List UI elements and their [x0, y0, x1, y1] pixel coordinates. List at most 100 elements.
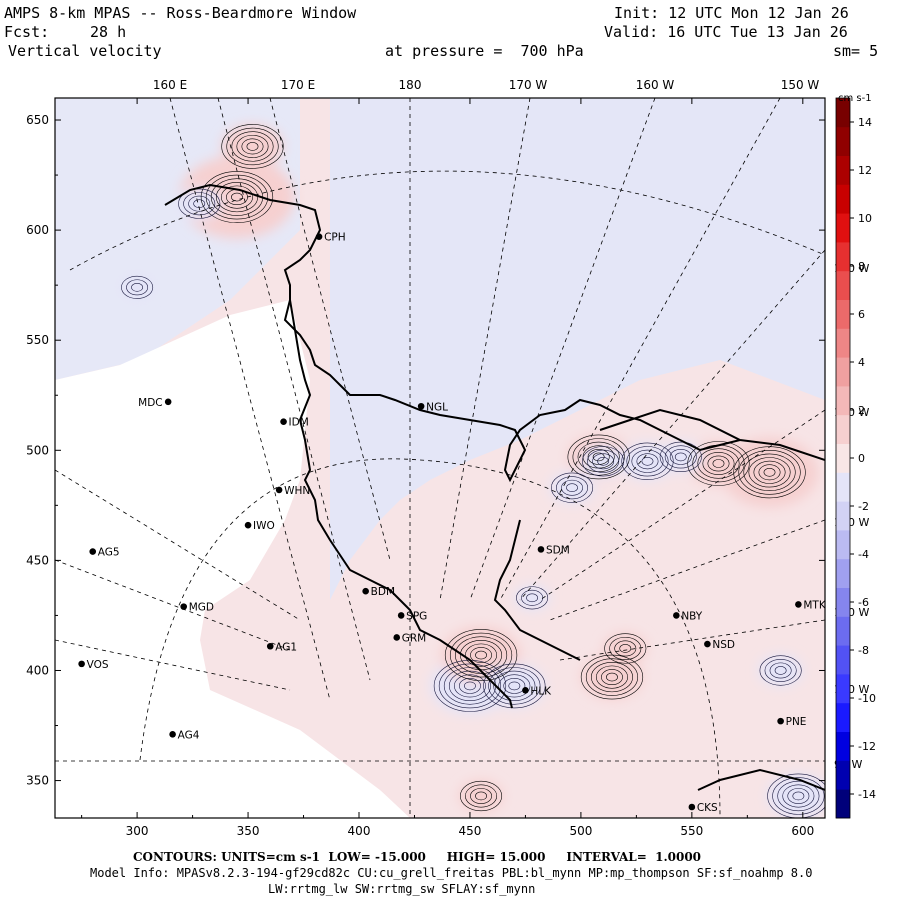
station-marker: [164, 398, 172, 406]
contour-ring: [567, 434, 630, 480]
y-tick-label: 350: [26, 774, 49, 788]
coastline-ross-ice-shelf: [164, 183, 741, 483]
colorbar-segment: [836, 443, 850, 473]
colorbar-tick-label: -12: [858, 740, 876, 753]
colorbar-tick-label: -2: [858, 500, 869, 513]
contour-ring: [707, 455, 730, 472]
contour-ring: [488, 667, 541, 705]
contour-ring: [604, 633, 647, 664]
colorbar-tick-label: 2: [858, 404, 865, 417]
station-label: BDM: [371, 586, 395, 598]
colorbar-segment: [836, 299, 850, 329]
contour-ring: [687, 441, 750, 486]
longitude-label: 160 E: [153, 78, 187, 92]
colorbar-tick-label: 14: [858, 116, 872, 129]
contour-ring: [753, 460, 786, 484]
contour-ring: [738, 450, 801, 495]
contour-ring: [697, 448, 740, 479]
contour-ring: [577, 441, 620, 472]
contour-ring: [641, 457, 654, 466]
longitude-label: 180: [399, 78, 422, 92]
colorbar-tick-label: 6: [858, 308, 865, 321]
contour-ring: [231, 192, 243, 202]
contour-ring: [592, 453, 615, 470]
feature-blob: [221, 124, 284, 169]
valid-time: Valid: 16 UTC Tue 13 Jan 26: [604, 23, 848, 41]
colorbar-segment: [836, 789, 850, 819]
station-label: AG4: [178, 729, 200, 741]
contour-ring: [246, 142, 259, 151]
contour-ring: [449, 632, 513, 678]
contour-ring: [121, 275, 154, 299]
contour-info: CONTOURS: UNITS=cm s-1 LOW= -15.000 HIGH…: [133, 850, 702, 864]
contour-ring: [614, 640, 637, 657]
colorbar-segment: [836, 702, 850, 732]
contour-ring: [572, 438, 625, 476]
contour-ring: [438, 663, 502, 709]
contour-ring: [782, 784, 815, 808]
contour-ring: [465, 784, 498, 808]
contour-ring: [236, 134, 269, 158]
contour-ring: [483, 663, 546, 709]
station-layer: MDC NGL CPH IDM WHN IWO AG5 MGD AG1 VOS AG4 BDM SPG G…: [78, 232, 826, 814]
contour-ring: [508, 681, 521, 691]
station-marker: [688, 803, 696, 811]
colorbar-tick-label: -6: [858, 596, 869, 609]
colorbar-segment: [836, 760, 850, 790]
contour-ring: [453, 674, 486, 698]
coastline-southeast: [697, 768, 825, 791]
colorbar-segment: [836, 674, 850, 704]
colorbar-unit: cm s-1: [838, 93, 872, 104]
station-marker: [777, 717, 784, 725]
contour-ring: [609, 636, 642, 660]
physics-info: LW:rrtmg_lw SW:rrtmg_sw SFLAY:sf_mynn: [268, 882, 536, 896]
colorbar-segment: [836, 558, 850, 588]
x-tick-label: 450: [459, 824, 482, 838]
station-marker: [78, 660, 85, 668]
contour-ring: [498, 674, 531, 698]
contour-ring: [587, 448, 610, 465]
coastline-transantarctic: [289, 299, 513, 709]
contour-ring: [619, 644, 632, 653]
colorbar-segment: [836, 501, 850, 531]
longitude-label: 170 E: [281, 78, 315, 92]
x-tick-label: 400: [348, 824, 371, 838]
contour-ring: [183, 192, 216, 216]
colorbar-segment: [836, 213, 850, 243]
station-label: CKS: [697, 802, 718, 814]
contour-ring: [444, 629, 518, 681]
colorbar-segment: [836, 530, 850, 560]
x-tick-label: 500: [569, 824, 592, 838]
station-marker: [89, 548, 97, 555]
station-marker: [704, 640, 711, 648]
contour-ring: [626, 446, 669, 477]
longitude-label: 150 W: [781, 78, 820, 92]
station-label: MTK: [803, 599, 826, 611]
colorbar-tick-label: -8: [858, 644, 869, 657]
contour-ring: [465, 643, 498, 667]
station-marker: [244, 521, 252, 529]
station-label: WHN: [284, 485, 310, 497]
contour-ring: [636, 453, 659, 470]
station-marker: [397, 612, 405, 619]
contour-ring: [475, 650, 487, 660]
colorbar-segment: [836, 184, 850, 214]
colorbar-segment: [836, 414, 850, 444]
contour-ring: [669, 448, 692, 465]
contour-ring: [226, 127, 279, 166]
contour-ring: [231, 131, 274, 162]
colorbar: 14 12 10 8 6 4 2 0 -2 -4 -6 -8 -10 -12 -14: [835, 97, 876, 819]
contour-ring: [595, 665, 628, 689]
colorbar-segment: [836, 472, 850, 502]
colorbar-tick-label: 4: [858, 356, 865, 369]
contour-ring: [516, 586, 549, 610]
x-tick-label: 600: [791, 824, 814, 838]
contour-ring: [792, 791, 805, 801]
x-tick-label: 350: [237, 824, 260, 838]
station-label: GRM: [402, 632, 427, 644]
contour-ring: [221, 124, 284, 169]
contour-ring: [587, 449, 620, 473]
station-marker: [169, 731, 176, 738]
forecast-label: Fcst:: [4, 23, 50, 41]
